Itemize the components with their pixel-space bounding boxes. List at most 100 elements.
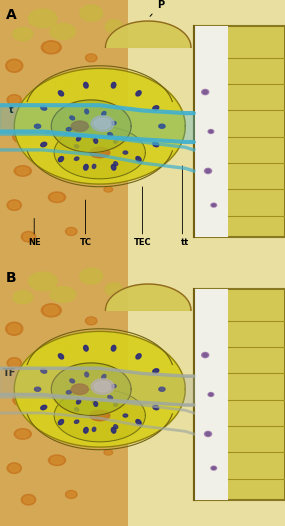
Ellipse shape	[70, 379, 75, 383]
Polygon shape	[14, 331, 185, 447]
Ellipse shape	[64, 121, 78, 132]
FancyBboxPatch shape	[194, 289, 228, 500]
Ellipse shape	[66, 490, 77, 499]
Ellipse shape	[92, 427, 96, 431]
Ellipse shape	[13, 130, 33, 143]
Ellipse shape	[153, 369, 159, 373]
Ellipse shape	[41, 369, 47, 373]
Ellipse shape	[153, 106, 159, 110]
Ellipse shape	[52, 423, 62, 429]
Ellipse shape	[9, 359, 19, 367]
Ellipse shape	[114, 161, 118, 166]
Text: TC: TC	[80, 238, 91, 247]
Ellipse shape	[66, 127, 72, 131]
Ellipse shape	[94, 381, 111, 392]
Ellipse shape	[9, 96, 19, 104]
Text: T: T	[197, 110, 258, 120]
Ellipse shape	[208, 129, 214, 134]
Ellipse shape	[7, 358, 21, 368]
Text: TEC: TEC	[134, 238, 151, 247]
Ellipse shape	[17, 167, 29, 175]
Text: t: t	[9, 105, 26, 115]
Ellipse shape	[52, 160, 62, 166]
Ellipse shape	[212, 467, 215, 469]
Ellipse shape	[74, 145, 79, 148]
Text: A: A	[6, 8, 17, 22]
Ellipse shape	[95, 102, 104, 109]
Ellipse shape	[84, 428, 88, 433]
Ellipse shape	[111, 385, 116, 388]
Ellipse shape	[58, 157, 64, 161]
Ellipse shape	[74, 420, 79, 423]
Ellipse shape	[86, 149, 97, 157]
Ellipse shape	[74, 408, 79, 411]
Ellipse shape	[104, 450, 113, 455]
Ellipse shape	[203, 90, 207, 94]
Ellipse shape	[66, 227, 77, 236]
Ellipse shape	[64, 384, 78, 394]
Ellipse shape	[136, 420, 141, 424]
Ellipse shape	[204, 431, 211, 437]
Ellipse shape	[16, 395, 30, 404]
FancyBboxPatch shape	[128, 263, 285, 526]
Ellipse shape	[13, 290, 33, 304]
Polygon shape	[14, 68, 185, 184]
Ellipse shape	[76, 400, 81, 404]
Ellipse shape	[84, 165, 88, 170]
Ellipse shape	[57, 343, 69, 351]
Ellipse shape	[91, 379, 114, 394]
Ellipse shape	[94, 139, 98, 143]
Ellipse shape	[102, 375, 106, 379]
Ellipse shape	[108, 396, 113, 399]
Ellipse shape	[92, 164, 96, 168]
Ellipse shape	[6, 322, 23, 336]
Ellipse shape	[23, 233, 34, 240]
Ellipse shape	[7, 95, 21, 105]
Ellipse shape	[17, 430, 29, 438]
Polygon shape	[51, 363, 131, 416]
Ellipse shape	[14, 429, 31, 439]
Ellipse shape	[90, 147, 110, 158]
Ellipse shape	[21, 494, 36, 505]
Ellipse shape	[212, 204, 215, 206]
Ellipse shape	[92, 400, 96, 404]
Ellipse shape	[136, 157, 141, 161]
Ellipse shape	[86, 54, 97, 62]
Ellipse shape	[153, 406, 159, 410]
Ellipse shape	[114, 424, 118, 429]
Ellipse shape	[8, 61, 20, 70]
Ellipse shape	[105, 450, 111, 454]
Ellipse shape	[123, 151, 128, 154]
Ellipse shape	[123, 414, 128, 417]
Ellipse shape	[7, 463, 21, 473]
Ellipse shape	[208, 392, 214, 397]
Ellipse shape	[57, 80, 69, 88]
Ellipse shape	[71, 384, 88, 394]
Ellipse shape	[97, 366, 103, 371]
Ellipse shape	[8, 324, 20, 333]
Ellipse shape	[48, 192, 66, 203]
Text: NE: NE	[28, 238, 40, 247]
Ellipse shape	[13, 393, 33, 407]
Polygon shape	[105, 284, 191, 310]
Ellipse shape	[50, 24, 76, 39]
Ellipse shape	[153, 143, 159, 147]
Ellipse shape	[9, 201, 19, 209]
Polygon shape	[51, 100, 131, 153]
Ellipse shape	[7, 200, 21, 210]
Ellipse shape	[206, 432, 210, 436]
Ellipse shape	[58, 91, 64, 96]
Ellipse shape	[87, 318, 95, 323]
Ellipse shape	[209, 130, 213, 133]
Ellipse shape	[21, 231, 36, 242]
Ellipse shape	[66, 390, 72, 394]
Ellipse shape	[58, 354, 64, 359]
Ellipse shape	[94, 118, 111, 129]
Ellipse shape	[159, 387, 165, 391]
Ellipse shape	[54, 342, 71, 352]
Ellipse shape	[111, 428, 116, 433]
Ellipse shape	[114, 139, 118, 144]
Polygon shape	[54, 389, 145, 442]
FancyBboxPatch shape	[194, 26, 228, 237]
Ellipse shape	[66, 123, 76, 130]
